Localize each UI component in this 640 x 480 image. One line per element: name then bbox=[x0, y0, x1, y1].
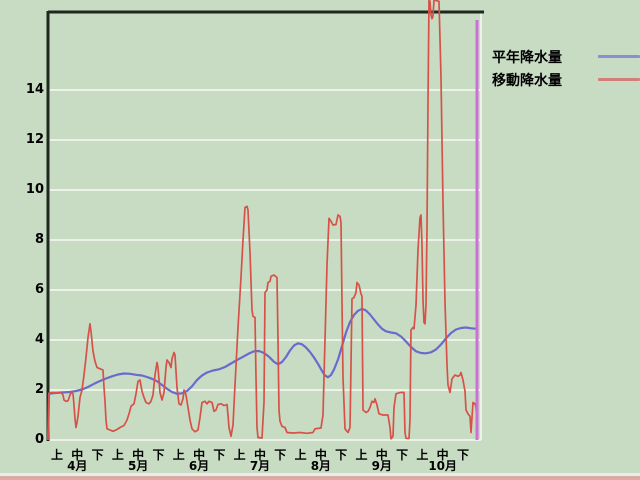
x-period-label: 中 bbox=[71, 448, 84, 462]
x-month-label: 9月 bbox=[371, 459, 392, 473]
legend-line-normal-icon bbox=[598, 55, 640, 58]
window-edge-strip-pink bbox=[0, 476, 640, 480]
window-edge-strip bbox=[0, 473, 640, 476]
x-period-label: 中 bbox=[436, 448, 449, 462]
x-period-label: 上 bbox=[416, 448, 429, 462]
y-tick-label: 6 bbox=[34, 282, 44, 297]
legend-label-moving: 移動降水量 bbox=[492, 72, 562, 89]
x-month-label: 8月 bbox=[310, 459, 332, 473]
x-month-label: 6月 bbox=[188, 459, 210, 473]
chart-legend: 平年降水量 移動降水量 bbox=[492, 45, 640, 91]
legend-item-normal: 平年降水量 bbox=[492, 45, 640, 68]
y-tick-label: 0 bbox=[34, 432, 44, 447]
x-period-label: 下 bbox=[152, 448, 165, 462]
x-period-label: 上 bbox=[355, 448, 368, 462]
x-period-label: 下 bbox=[335, 448, 348, 462]
x-period-label: 下 bbox=[456, 448, 469, 462]
legend-line-moving-icon bbox=[598, 78, 640, 81]
x-period-label: 中 bbox=[193, 448, 206, 462]
x-period-label: 下 bbox=[91, 448, 104, 462]
x-month-label: 7月 bbox=[249, 459, 271, 473]
x-period-label: 下 bbox=[213, 448, 226, 462]
x-month-label: 4月 bbox=[67, 459, 88, 473]
y-tick-label: 2 bbox=[34, 382, 44, 397]
x-period-label: 上 bbox=[233, 448, 246, 462]
legend-label-normal: 平年降水量 bbox=[492, 49, 562, 66]
y-tick-label: 8 bbox=[34, 232, 44, 247]
y-tick-label: 4 bbox=[34, 332, 44, 347]
x-period-label: 上 bbox=[294, 448, 307, 462]
x-period-label: 中 bbox=[253, 448, 266, 462]
x-period-label: 中 bbox=[314, 448, 327, 462]
normal-precipitation-line bbox=[46, 307, 478, 441]
y-tick-label: 12 bbox=[25, 132, 44, 147]
x-month-label: 5月 bbox=[128, 459, 149, 473]
x-period-label: 上 bbox=[111, 448, 124, 462]
y-tick-label: 10 bbox=[25, 182, 44, 197]
legend-item-moving: 移動降水量 bbox=[492, 68, 640, 91]
moving-precipitation-line bbox=[47, 0, 478, 441]
x-period-label: 中 bbox=[132, 448, 145, 462]
y-tick-label: 14 bbox=[25, 82, 44, 97]
x-period-label: 下 bbox=[274, 448, 287, 462]
x-period-label: 上 bbox=[50, 448, 63, 462]
x-month-label: 10月 bbox=[428, 459, 458, 473]
x-period-label: 下 bbox=[396, 448, 409, 462]
x-period-label: 中 bbox=[375, 448, 388, 462]
x-period-label: 上 bbox=[172, 448, 185, 462]
